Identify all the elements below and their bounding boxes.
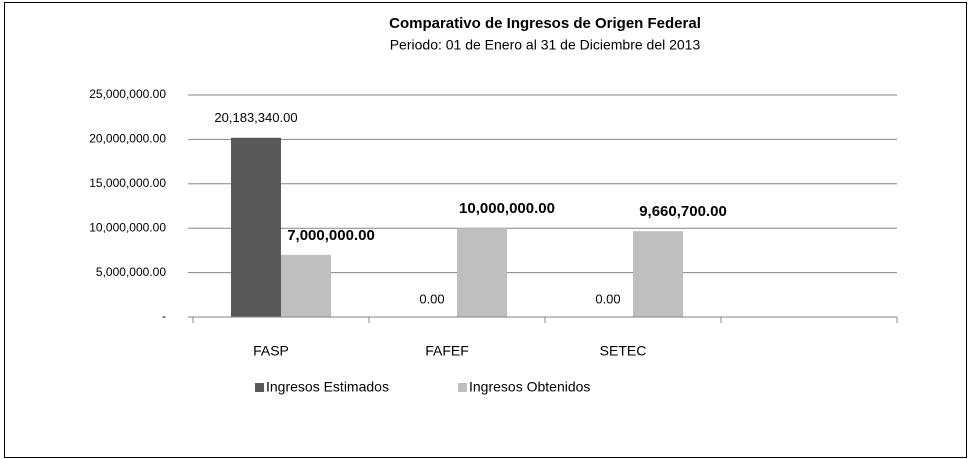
y-tick-label: 15,000,000.00 (89, 176, 166, 190)
x-tick-label: FASP (253, 343, 289, 359)
data-label: 20,183,340.00 (214, 110, 297, 125)
x-tick-label: FAFEF (425, 343, 469, 359)
data-label: 0.00 (419, 291, 444, 306)
y-tick-label: 20,000,000.00 (89, 132, 166, 146)
y-tick-label: - (162, 309, 166, 323)
data-label: 10,000,000.00 (459, 200, 555, 217)
data-label: 9,660,700.00 (639, 203, 727, 220)
bar (281, 254, 331, 317)
x-tick-label: SETEC (600, 343, 647, 359)
chart-subtitle: Periodo: 01 de Enero al 31 de Diciembre … (390, 37, 701, 53)
chart-title: Comparativo de Ingresos de Origen Federa… (389, 15, 701, 32)
bar (633, 231, 683, 317)
y-tick-label: 25,000,000.00 (89, 87, 166, 101)
data-label: 0.00 (595, 291, 620, 306)
legend-label: Ingresos Estimados (266, 379, 389, 395)
y-tick-label: 10,000,000.00 (89, 220, 166, 234)
legend-swatch (458, 383, 467, 392)
bar (231, 137, 281, 317)
legend-swatch (255, 383, 264, 392)
legend-label: Ingresos Obtenidos (469, 379, 590, 395)
bar (457, 228, 507, 317)
y-tick-label: 5,000,000.00 (96, 265, 166, 279)
data-label: 7,000,000.00 (287, 227, 375, 244)
